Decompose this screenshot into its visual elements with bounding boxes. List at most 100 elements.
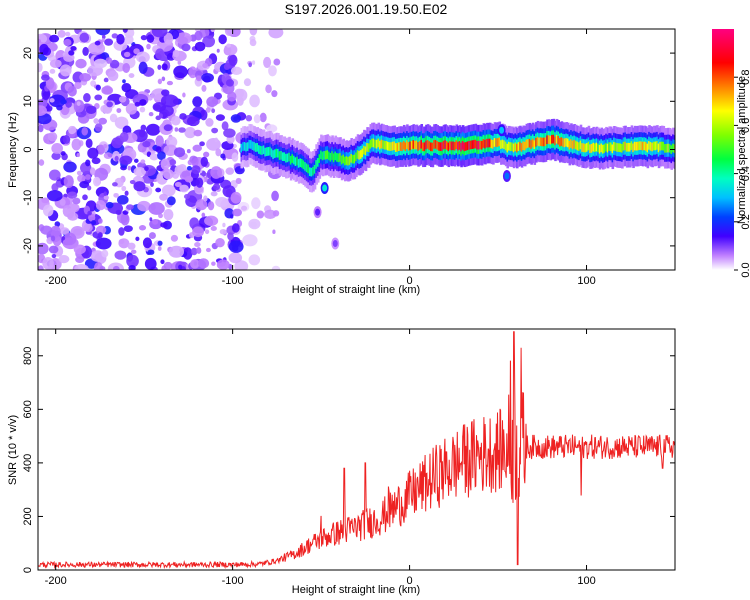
spectrogram-noise-blob [200,156,208,167]
spectrogram-noise-blob [48,245,59,254]
spectrogram-signal-cell [275,148,279,158]
spectrogram-signal-cell [418,141,422,150]
spectrogram-signal-cell [625,143,629,152]
spectrogram-noise-blob [91,157,101,165]
spectrogram-signal-cell [415,140,419,150]
spectrogram-signal-cell [525,139,529,149]
spectrogram-noise-blob [142,140,151,148]
spectrogram-noise-blob [59,227,70,235]
spectrogram-noise-blob [273,58,281,66]
spectrogram-noise-blob [67,86,77,97]
spectrogram-noise-blob [224,29,234,36]
spectrogram-signal-cell [391,141,395,151]
spectrogram-noise-blob [191,165,201,175]
spectrogram-signal-cell [511,142,514,152]
spectrogram-signal-cell [288,152,291,162]
spectrogram-signal-cell [447,142,451,152]
spectrogram-noise-blob [79,32,90,43]
spectrogram-noise-blob [135,236,140,242]
spectrogram-noise-blob [105,201,114,209]
spectrogram-signal-cell [562,138,565,147]
spectrogram-signal-cell [308,167,312,176]
spectrogram-noise-blob [203,195,208,202]
spectrogram-signal-cell [417,142,420,151]
spectrogram-signal-cell [410,140,414,150]
spectrogram-signal-cell [450,141,454,151]
spectrogram-noise-blob [63,232,77,246]
spectrogram-signal-cell [348,156,352,165]
spectrogram-signal-cell [285,153,288,163]
spectrogram-noise-blob [228,54,238,67]
spectrogram-signal-cell [458,141,462,150]
spectrogram-noise-blob [192,226,205,238]
spectrogram-signal-cell [566,138,570,148]
spectrogram-noise-blob [160,222,168,228]
spectrogram-noise-blob [201,84,207,92]
spectrogram-noise-blob [212,183,221,191]
spectrogram-noise-blob [138,61,148,74]
spectrogram-signal-cell [294,157,298,166]
spectrogram-noise-blob [116,194,129,205]
spectrogram-signal-cell [659,141,662,151]
spectrogram-noise-blob [70,126,77,134]
spectrogram-signal-cell [394,143,398,152]
spectrogram-noise-blob [109,59,120,69]
spectrogram-signal-cell [361,148,365,158]
spectrogram-noise-blob [174,127,179,132]
spectrogram-signal-cell [640,141,643,151]
spectrogram-signal-cell [347,156,350,166]
spectrogram-noise-blob [139,106,146,113]
spectrogram-signal-cell [264,147,267,157]
spectrogram-signal-cell [592,142,596,152]
spectrogram-noise-blob [184,175,194,183]
colorbar-tick-label: 0.8 [740,70,750,85]
spectrogram-x-label: Height of straight line (km) [292,284,420,296]
spectrogram-signal-cell [388,142,392,151]
spectrogram-noise-blob [103,77,109,83]
spectrogram-noise-blob [210,29,216,33]
spectrogram-noise-blob [215,114,225,121]
spectrogram-noise-blob [99,266,106,270]
spectrogram-noise-blob [129,179,136,185]
spectrogram-noise-blob [206,96,219,107]
spectrogram-signal-cell [501,139,505,149]
spectrogram-signal-cell [404,142,408,152]
spectrogram-signal-cell [493,138,497,147]
spectrogram-signal-cell [613,141,616,151]
spectrogram-signal-cell [441,142,444,151]
spectrogram-noise-blob [38,159,45,166]
spectrogram-noise-blob [87,210,92,216]
spectrogram-noise-blob [113,39,128,51]
spectrogram-y-ticks: -20 -10 0 10 20 [22,47,675,254]
spectrogram-noise-blob [57,30,66,38]
spectrogram-noise-blob [249,29,258,36]
spectrogram-noise-blob [103,195,110,200]
spectrogram-noise-blob [251,197,261,210]
spectrogram-noise-blob [116,33,125,45]
spectrogram-noise-blob [214,137,218,143]
spectrogram-signal-cell [332,153,336,163]
snr-y-label: SNR (10 * v/v) [7,415,19,485]
snr-x-tick-label: 100 [577,575,595,587]
spectrogram-signal-cell [328,151,331,161]
spectrogram-noise-blob [139,99,147,106]
spectrogram-noise-blob [253,114,261,124]
spectrogram-noise-blob [229,214,234,219]
spectrogram-noise-blob [216,48,220,53]
spectrogram-noise-blob [219,228,227,235]
spectrogram-noise-blob [225,167,235,175]
spectrogram-signal-cell [336,153,339,162]
spectrogram-signal-cell [401,142,404,152]
spectrogram-signal-cell [351,154,355,164]
spectrogram-signal-cell [301,158,304,168]
spectrogram-y-tick-label: 0 [22,146,34,152]
spectrogram-signal-cell [598,144,602,154]
colorbar-label: Normalized spectral amplitude [736,76,748,224]
spectrogram-noise-blob [172,49,180,58]
colorbar-tick-label: 0.2 [740,214,750,229]
spectrogram-noise-blob [128,73,135,78]
spectrogram-noise-blob [173,65,188,79]
spectrogram-noise-blob [172,171,180,179]
spectrogram-noise-blob [122,29,128,33]
spectrogram-noise-blob [271,90,278,98]
